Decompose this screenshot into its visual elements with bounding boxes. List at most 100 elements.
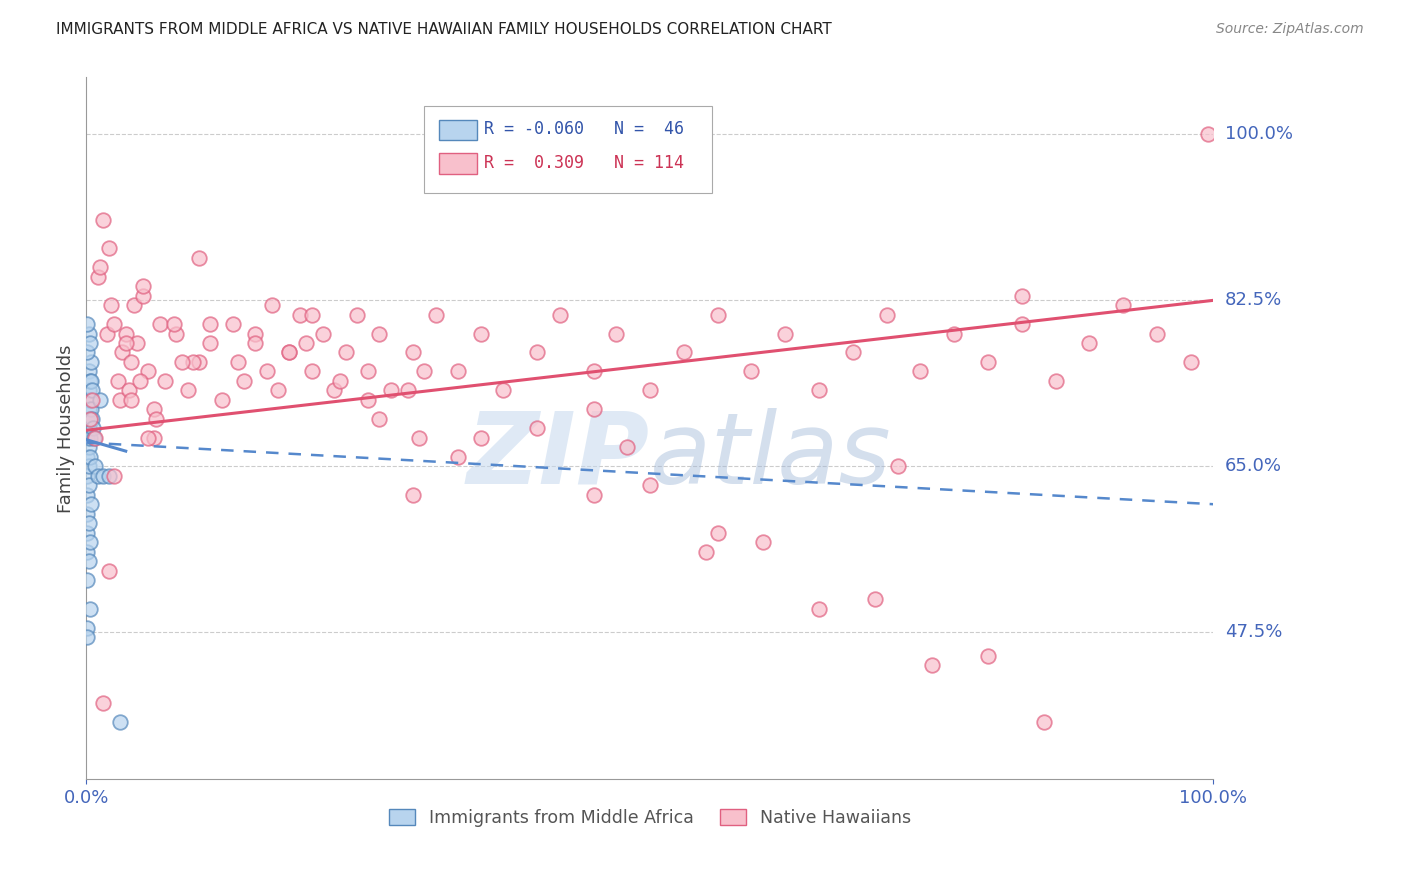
Point (97, 241, 120, 255)
Point (1112, 298, 1135, 312)
FancyBboxPatch shape (439, 120, 478, 140)
Point (100, 298, 122, 312)
FancyBboxPatch shape (425, 105, 711, 194)
Point (329, 374, 352, 388)
Point (76, 412, 98, 426)
Point (89, 260, 111, 274)
Point (97, 564, 120, 578)
Point (672, 345, 695, 359)
Point (79, 374, 101, 388)
Point (396, 384, 419, 398)
Text: R = -0.060   N =  46: R = -0.060 N = 46 (484, 120, 685, 138)
Point (76, 507, 98, 521)
Point (245, 336, 267, 351)
Point (616, 440, 638, 454)
Point (807, 601, 830, 615)
Point (76, 573, 98, 587)
Point (145, 412, 167, 426)
Point (470, 431, 492, 445)
Point (142, 431, 165, 445)
Point (77, 516, 100, 531)
Point (977, 355, 1000, 369)
Point (77, 421, 100, 435)
Point (80, 374, 103, 388)
Point (301, 364, 323, 378)
Point (1146, 326, 1168, 341)
Point (865, 592, 887, 607)
Text: 100.0%: 100.0% (1225, 126, 1292, 144)
Text: ZIP: ZIP (467, 408, 650, 505)
Point (1011, 317, 1033, 331)
Point (77, 364, 100, 378)
Point (166, 326, 188, 341)
Point (80, 402, 103, 417)
Point (76, 525, 98, 540)
Point (96, 326, 118, 341)
Point (357, 392, 380, 407)
Point (842, 345, 865, 359)
Point (79, 431, 101, 445)
Point (91, 697, 114, 711)
Point (80, 392, 103, 407)
Point (368, 412, 391, 426)
Point (136, 364, 159, 378)
Point (751, 535, 773, 549)
Point (290, 308, 312, 322)
Point (89, 392, 111, 407)
Point (142, 402, 165, 417)
Point (136, 431, 159, 445)
Point (163, 317, 186, 331)
Point (470, 326, 492, 341)
Point (262, 298, 284, 312)
Point (447, 450, 470, 464)
Point (86, 269, 108, 284)
Point (222, 317, 245, 331)
Y-axis label: Family Households: Family Households (58, 344, 75, 513)
Point (335, 345, 357, 359)
Point (114, 336, 136, 351)
Point (84, 431, 107, 445)
Point (108, 715, 131, 730)
Point (323, 384, 346, 398)
Point (807, 384, 830, 398)
Point (77, 459, 100, 474)
Point (153, 374, 176, 388)
Point (129, 374, 152, 388)
Point (1033, 715, 1056, 730)
Point (80, 384, 103, 398)
Point (120, 392, 142, 407)
Point (131, 288, 153, 302)
Point (368, 326, 391, 341)
Point (77, 554, 100, 568)
Point (79, 450, 101, 464)
Point (79, 535, 101, 549)
Point (77, 478, 100, 492)
Point (125, 336, 148, 351)
Point (638, 384, 661, 398)
Point (79, 601, 101, 615)
Text: 82.5%: 82.5% (1225, 292, 1282, 310)
Point (148, 317, 170, 331)
Point (447, 364, 470, 378)
Point (1078, 336, 1101, 351)
Point (97, 468, 120, 483)
Point (80, 497, 103, 511)
Point (86, 468, 108, 483)
Point (84, 459, 107, 474)
Point (122, 298, 145, 312)
Point (91, 468, 114, 483)
Point (83, 431, 105, 445)
Point (413, 364, 436, 378)
Point (1197, 128, 1219, 142)
Text: IMMIGRANTS FROM MIDDLE AFRICA VS NATIVE HAWAIIAN FAMILY HOUSEHOLDS CORRELATION C: IMMIGRANTS FROM MIDDLE AFRICA VS NATIVE … (56, 22, 832, 37)
Point (245, 326, 267, 341)
Point (76, 345, 98, 359)
Point (211, 392, 233, 407)
Point (357, 364, 380, 378)
Point (76, 317, 98, 331)
Point (548, 308, 571, 322)
Point (233, 374, 256, 388)
Point (82, 421, 104, 435)
Point (876, 308, 898, 322)
Point (76, 431, 98, 445)
